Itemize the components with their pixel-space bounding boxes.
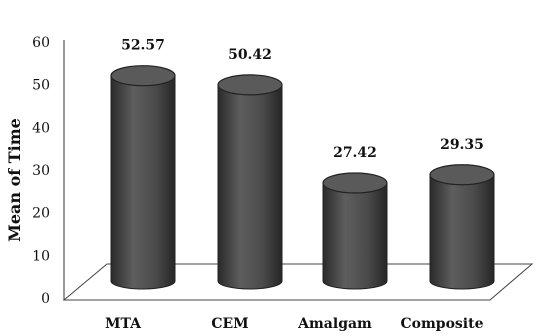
x-tick-label: MTA xyxy=(105,316,142,332)
data-label: 27.42 xyxy=(333,145,377,161)
y-tick-label: 20 xyxy=(32,206,50,222)
x-tick-label: Amalgam xyxy=(297,316,372,332)
data-label: 52.57 xyxy=(121,38,165,54)
data-label: 50.42 xyxy=(228,47,272,63)
y-tick-label: 50 xyxy=(32,78,50,94)
bar-top xyxy=(322,172,388,194)
x-tick-label: Composite xyxy=(401,316,484,332)
bar xyxy=(322,172,388,290)
bar xyxy=(110,65,176,290)
bars xyxy=(110,65,495,290)
y-tick-label: 40 xyxy=(32,120,50,136)
y-tick-label: 0 xyxy=(41,291,50,307)
category-labels: MTA CEM Amalgam Composite xyxy=(105,316,484,332)
bar-body xyxy=(217,84,283,290)
data-label: 29.35 xyxy=(440,137,484,153)
bar-top xyxy=(429,164,495,186)
x-tick-label: CEM xyxy=(211,316,248,332)
value-labels: 52.57 50.42 27.42 29.35 xyxy=(121,38,484,161)
bar-body xyxy=(110,75,176,290)
bar-top xyxy=(217,74,283,96)
y-tick-labels: 0 10 20 30 40 50 60 xyxy=(32,35,50,307)
bar xyxy=(429,164,495,290)
y-tick-label: 60 xyxy=(32,35,50,51)
bar-top xyxy=(110,65,176,87)
y-tick-label: 10 xyxy=(32,248,50,264)
bar xyxy=(217,74,283,290)
bar-body xyxy=(429,174,495,290)
bar-body xyxy=(322,182,388,290)
chart-floor xyxy=(62,263,534,301)
y-tick-label: 30 xyxy=(32,163,50,179)
y-axis-title: Mean of Time xyxy=(5,118,24,242)
